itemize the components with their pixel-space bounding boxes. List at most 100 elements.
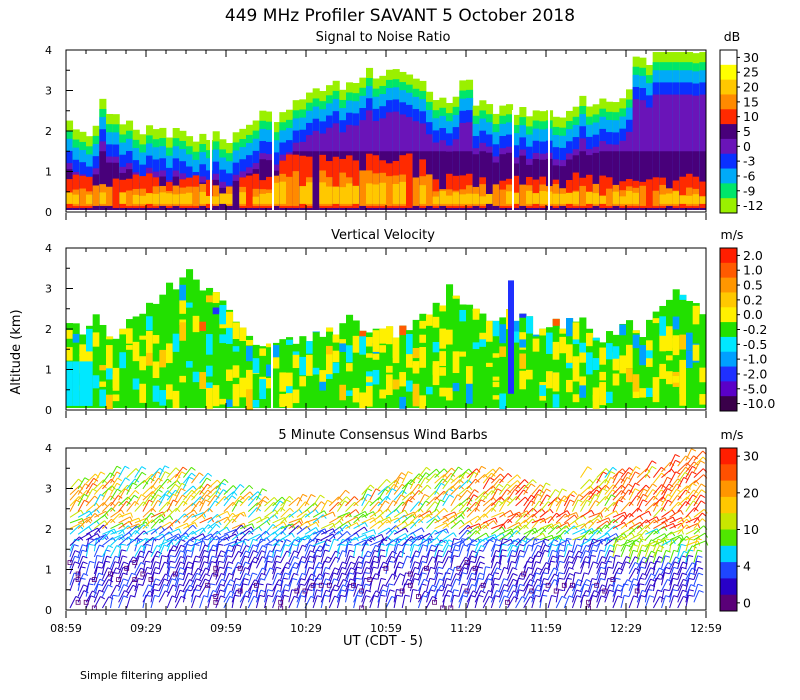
wind-barb-flag <box>219 566 225 569</box>
wind-barb <box>596 532 609 541</box>
vv-cell <box>659 305 667 408</box>
vv-cell <box>632 330 640 334</box>
vv-cell <box>259 348 267 356</box>
vv-cell <box>179 375 187 383</box>
wind-barb <box>482 502 494 512</box>
vv-cell <box>539 385 547 396</box>
wind-barb <box>215 579 223 592</box>
wind-barb <box>628 556 636 569</box>
vv-cell <box>179 322 187 341</box>
wind-barb <box>150 484 161 495</box>
wind-barb <box>207 538 212 552</box>
wind-barb <box>434 539 447 547</box>
wind-barb-flag <box>448 567 454 572</box>
wind-barb-flag <box>400 494 406 499</box>
wind-barb-flag <box>551 543 557 547</box>
wind-barb <box>207 530 218 541</box>
wind-barb-flag <box>701 512 707 517</box>
wind-barb-flag <box>136 537 141 543</box>
wind-barb-flag <box>621 490 626 495</box>
wind-barb-flag <box>286 499 292 503</box>
snr-cell <box>172 194 180 204</box>
wind-barb-flag <box>451 467 456 472</box>
vv-cell <box>546 371 554 389</box>
vv-cell <box>446 284 454 408</box>
wind-barb-flag <box>363 526 368 532</box>
wind-barb <box>255 538 262 552</box>
snr-cell <box>479 196 487 204</box>
wind-barb <box>377 527 390 535</box>
wind-barb <box>644 539 652 552</box>
wind-barb <box>620 579 628 592</box>
wind-barb <box>126 573 133 586</box>
wind-barb <box>563 561 570 575</box>
wind-barb-flag <box>388 560 394 563</box>
wind-barb <box>288 556 295 569</box>
wind-barb <box>523 579 531 592</box>
vv-cell <box>326 327 334 332</box>
wind-barb-flag <box>645 484 651 489</box>
wind-barb-flag <box>315 521 320 527</box>
wind-barb <box>507 573 514 586</box>
wind-barb <box>272 573 278 586</box>
colorbar-label: -6 <box>743 168 756 183</box>
wind-barb-flag <box>188 561 194 565</box>
wind-barb-flag <box>165 573 171 577</box>
colorbar-label: -9 <box>743 183 756 198</box>
wind-barb <box>304 502 316 512</box>
wind-barb <box>377 549 381 563</box>
wind-barb-flag <box>220 550 226 554</box>
wind-barb <box>150 551 158 563</box>
wind-barb <box>653 521 665 530</box>
wind-barb <box>474 590 482 603</box>
wind-barb <box>685 500 694 512</box>
wind-barb-flag <box>282 577 288 580</box>
wind-barb-flag <box>524 479 529 484</box>
wind-barb-flag <box>693 461 699 466</box>
snr-cell <box>192 186 200 206</box>
wind-barb-flag <box>529 579 535 583</box>
wind-barb <box>620 527 633 535</box>
wind-barb <box>426 584 433 597</box>
wind-barb <box>158 578 165 592</box>
vv-cell <box>299 376 307 387</box>
wind-barb <box>361 511 374 518</box>
wind-barb <box>280 532 293 541</box>
wind-barb <box>77 533 90 541</box>
wind-barb <box>361 500 370 512</box>
wind-barb-flag <box>324 572 330 575</box>
wind-barb <box>223 533 236 541</box>
calm-marker <box>610 577 616 582</box>
wind-barb <box>482 507 493 518</box>
wind-barb <box>580 479 590 490</box>
wind-barb <box>612 584 619 597</box>
wind-barb-flag <box>97 566 103 569</box>
wind-barb <box>199 561 205 575</box>
wind-barb <box>490 544 496 558</box>
wind-barb-flag <box>125 477 130 481</box>
wind-barb-flag <box>293 572 299 576</box>
snr-cell <box>239 192 247 204</box>
wind-barb <box>653 466 662 478</box>
colorbar-swatch <box>720 138 737 155</box>
wind-barb-flag <box>569 499 575 503</box>
wind-barb <box>620 471 629 484</box>
wind-barb-flag <box>88 538 94 540</box>
colorbar-swatch <box>720 168 737 184</box>
wind-barb-flag <box>333 538 339 542</box>
wind-barb <box>498 584 505 597</box>
wind-barb <box>499 538 512 547</box>
wind-barb <box>174 590 181 603</box>
snr-cell <box>586 191 594 204</box>
wind-barb-flag <box>316 589 322 592</box>
wind-barb-flag <box>455 572 461 576</box>
wind-barb <box>523 584 529 597</box>
vv-cell <box>432 342 440 353</box>
wind-barb <box>345 516 358 524</box>
wind-barb <box>288 573 295 586</box>
wind-barb <box>644 595 650 609</box>
calm-marker <box>529 588 535 594</box>
wind-barb-flag <box>680 543 687 547</box>
wind-barb-flag <box>122 572 128 576</box>
vv-cell <box>652 311 660 408</box>
